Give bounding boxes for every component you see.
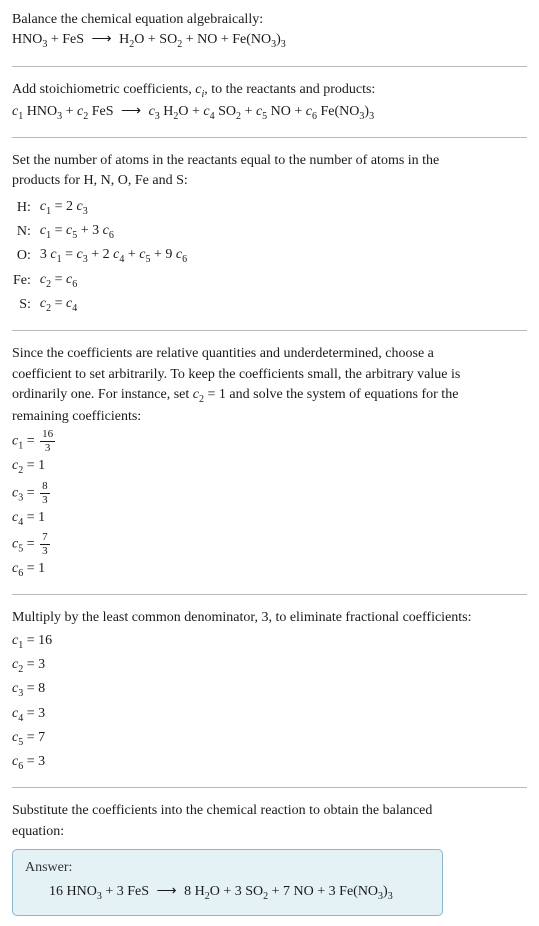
table-row: H:c1 = 2 c3 bbox=[12, 196, 188, 220]
choose-para: Since the coefficients are relative quan… bbox=[12, 344, 527, 364]
arrow-icon: ⟶ bbox=[92, 30, 112, 50]
coef-line: c5 = 73 bbox=[12, 532, 527, 557]
choose-para: coefficient to set arbitrarily. To keep … bbox=[12, 365, 527, 385]
stoich-equation: c1 HNO3 + c2 FeS ⟶ c3 H2O + c4 SO2 + c5 … bbox=[12, 102, 527, 124]
coef-line: c4 = 3 bbox=[12, 704, 527, 726]
coef-line: c4 = 1 bbox=[12, 508, 527, 530]
divider bbox=[12, 787, 527, 788]
arrow-icon: ⟶ bbox=[121, 102, 141, 122]
coef-line: c3 = 8 bbox=[12, 679, 527, 701]
substitute-text: Substitute the coefficients into the che… bbox=[12, 801, 527, 821]
stoich-intro: Add stoichiometric coefficients, ci, to … bbox=[12, 80, 527, 102]
coef-line: c2 = 3 bbox=[12, 655, 527, 677]
table-row: S:c2 = c4 bbox=[12, 293, 188, 317]
so2: SO2 bbox=[159, 32, 182, 47]
coef-line: c1 = 163 bbox=[12, 429, 527, 454]
multiply-text: Multiply by the least common denominator… bbox=[12, 608, 527, 628]
element-equations-table: H:c1 = 2 c3 N:c1 = c5 + 3 c6 O:3 c1 = c3… bbox=[12, 196, 188, 317]
choose-para: ordinarily one. For instance, set c2 = 1… bbox=[12, 385, 527, 407]
feno33: Fe(NO3)3 bbox=[232, 32, 286, 47]
table-row: O:3 c1 = c3 + 2 c4 + c5 + 9 c6 bbox=[12, 244, 188, 268]
choose-para: remaining coefficients: bbox=[12, 407, 527, 427]
divider bbox=[12, 66, 527, 67]
coef-line: c2 = 1 bbox=[12, 456, 527, 478]
no: NO bbox=[197, 32, 217, 47]
divider bbox=[12, 137, 527, 138]
unbalanced-equation: HNO3 + FeS ⟶ H2O + SO2 + NO + Fe(NO3)3 bbox=[12, 30, 527, 52]
table-row: N:c1 = c5 + 3 c6 bbox=[12, 220, 188, 244]
atoms-text: Set the number of atoms in the reactants… bbox=[12, 151, 527, 171]
coef-line: c5 = 7 bbox=[12, 728, 527, 750]
coef-line: c3 = 83 bbox=[12, 481, 527, 506]
answer-label: Answer: bbox=[25, 858, 430, 878]
arrow-icon: ⟶ bbox=[157, 882, 177, 902]
hno3: HNO3 bbox=[12, 32, 47, 47]
coef-line: c6 = 1 bbox=[12, 559, 527, 581]
divider bbox=[12, 594, 527, 595]
balance-title: Balance the chemical equation algebraica… bbox=[12, 10, 527, 30]
substitute-text-2: equation: bbox=[12, 822, 527, 842]
divider bbox=[12, 330, 527, 331]
atoms-text-2: products for H, N, O, Fe and S: bbox=[12, 171, 527, 191]
fes: FeS bbox=[62, 32, 84, 47]
coef-line: c1 = 16 bbox=[12, 631, 527, 653]
table-row: Fe:c2 = c6 bbox=[12, 269, 188, 293]
balanced-equation: 16 HNO3 + 3 FeS ⟶ 8 H2O + 3 SO2 + 7 NO +… bbox=[49, 882, 430, 904]
coef-line: c6 = 3 bbox=[12, 752, 527, 774]
h2o: H2O bbox=[119, 32, 144, 47]
answer-box: Answer: 16 HNO3 + 3 FeS ⟶ 8 H2O + 3 SO2 … bbox=[12, 849, 443, 916]
